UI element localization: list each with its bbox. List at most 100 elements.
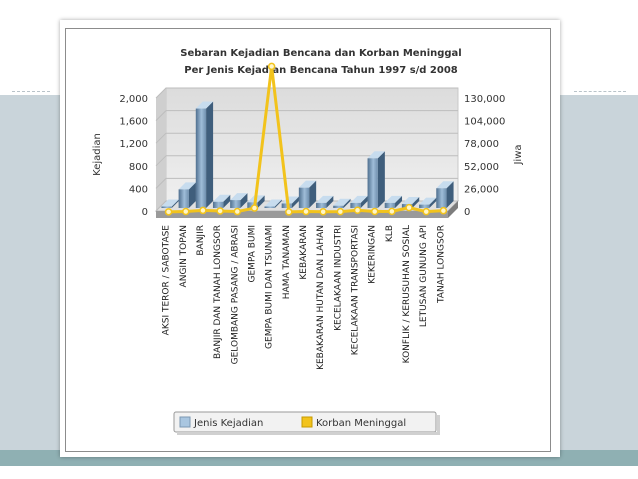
line-point (302, 207, 310, 216)
line-point (405, 203, 413, 212)
y-tick-label: 0 (142, 207, 148, 218)
x-tick-label: LETUSAN GUNUNG API (419, 225, 429, 327)
x-tick-label: KECELAKAAN INDUSTRI (333, 225, 343, 331)
y2-tick-label: 104,000 (464, 117, 505, 128)
bar (316, 202, 327, 208)
y2-tick-label: 52,000 (464, 162, 499, 173)
slide-panel: Sebaran Kejadian Bencana dan Korban Meni… (60, 20, 560, 457)
bar (264, 206, 275, 208)
y2-tick-label: 0 (464, 207, 470, 218)
bar-side (429, 197, 437, 208)
y2-tick-label: 130,000 (464, 94, 505, 105)
line-point (267, 62, 276, 71)
line-point (233, 207, 242, 216)
x-tick-label: GEMPA BUMI (247, 225, 257, 282)
bar (178, 189, 189, 208)
bar-side (291, 196, 299, 208)
line-point (199, 206, 207, 215)
bar-side (412, 197, 420, 208)
x-tick-label: KONFLIK / KERUSUHAN SOSIAL (402, 225, 412, 363)
x-tick-label: GELOMBANG PASANG / ABRASI (230, 225, 240, 364)
bar-top (333, 198, 351, 206)
line-point (388, 207, 396, 216)
bar-top (195, 101, 214, 109)
bar-side (446, 181, 454, 208)
y-tick-label: 1,200 (119, 139, 148, 150)
y2-tick-label: 26,000 (464, 184, 499, 195)
bar (384, 202, 396, 208)
line-point (182, 207, 190, 216)
bar-top (384, 195, 403, 203)
line-point (422, 207, 430, 216)
background-divider-left (12, 91, 50, 92)
gridline-depth (155, 110, 167, 121)
line-point (353, 206, 362, 214)
x-tick-label: ANGIN TOPAN (179, 225, 189, 287)
x-tick-label: KECELAKAAN TRANSPORTASI (351, 225, 361, 355)
bar-side (223, 194, 231, 208)
bar-top (401, 197, 420, 205)
bar-top (264, 199, 282, 207)
bar-side (309, 180, 317, 208)
bar-side (257, 195, 265, 208)
legend-shadow (177, 432, 439, 435)
bar-top (298, 180, 317, 188)
bar-side (395, 195, 403, 208)
gridline-depth (155, 87, 167, 99)
bar (298, 187, 310, 208)
y-tick-label: 400 (129, 184, 148, 195)
line-point (336, 207, 345, 216)
line-point (216, 207, 224, 215)
x-tick-label: TANAH LONGSOR (436, 225, 446, 304)
chart: Sebaran Kejadian Bencana dan Korban Meni… (92, 48, 524, 435)
x-tick-label: KEBAKARAN HUTAN DAN LAHAN (316, 225, 326, 370)
bar (350, 202, 361, 208)
bar-side (188, 182, 196, 208)
bar (367, 158, 378, 208)
y-tick-label: 1,600 (119, 117, 148, 128)
bar-side (343, 198, 351, 208)
bar-top (419, 197, 437, 205)
bar-top (212, 194, 231, 202)
gridline-depth (155, 132, 167, 144)
bar-top (161, 199, 179, 207)
bar-side (377, 151, 385, 208)
background-divider-right (574, 91, 626, 92)
y2-axis-label: Jiwa (513, 144, 524, 165)
bar-side (171, 199, 179, 208)
x-tick-label: GEMPA BUMI DAN TSUNAMI (265, 225, 275, 349)
x-tick-label: KEKERINGAN (368, 225, 378, 284)
legend-shadow (437, 415, 440, 435)
x-tick-label: BANJIR (196, 225, 206, 256)
x-tick-label: BANJIR DAN TANAH LONGSOR (213, 225, 223, 359)
bar-top (230, 193, 248, 201)
bar (436, 188, 447, 208)
x-tick-label: AKSI TEROR / SABOTASE (162, 225, 172, 336)
line-point (319, 207, 327, 216)
chart-side-wall (156, 88, 166, 211)
bar-top (316, 195, 334, 203)
y-tick-label: 800 (129, 162, 148, 173)
x-tick-label: KEBAKARAN (299, 225, 309, 280)
bar (195, 108, 207, 208)
bar (419, 204, 430, 208)
bar (212, 201, 224, 208)
legend-swatch-korban-meninggal (301, 416, 313, 428)
bar-side (326, 195, 334, 208)
bar-top (281, 196, 299, 204)
line-point (370, 207, 379, 216)
bar-side (206, 101, 214, 208)
bar (161, 206, 172, 208)
legend-swatch-jenis-kejadian (179, 416, 191, 428)
chart-title-line1: Sebaran Kejadian Bencana dan Korban Meni… (180, 48, 461, 59)
bar (333, 205, 344, 208)
gridline-depth (155, 155, 167, 167)
line-point (164, 208, 173, 216)
chart-floor-front (156, 211, 448, 218)
bar-top (350, 195, 368, 203)
bar-side (274, 199, 282, 208)
x-tick-label: KLB (385, 225, 395, 242)
y-axis-label: Kejadian (92, 133, 103, 176)
line-point (285, 208, 293, 216)
bar-top (436, 181, 454, 189)
